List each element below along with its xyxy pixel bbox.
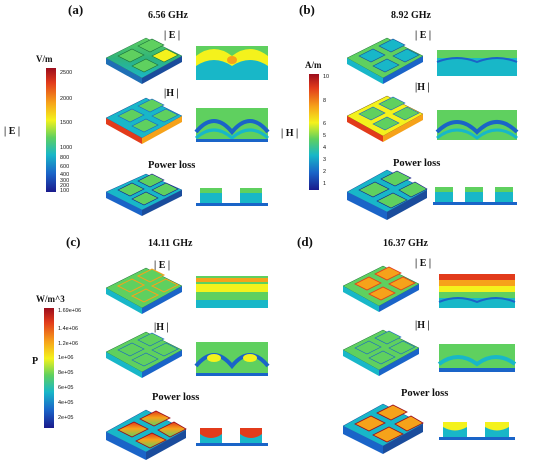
h-field-3d-structure: [105, 331, 183, 378]
e-field-cross-section: [438, 274, 516, 308]
legend-unit: A/m: [305, 60, 322, 70]
power-loss-cross-section: [196, 428, 268, 446]
tick: 6: [323, 121, 327, 127]
h-field-cross-section: [194, 108, 270, 142]
power-loss-cross-section: [196, 188, 268, 206]
power-loss-cross-section: [433, 187, 517, 205]
power-loss-3d-structure: [105, 409, 187, 460]
power-loss-3d-structure: [342, 403, 424, 454]
h-field-label: |H |: [415, 82, 430, 93]
panel-a: (a) 6.56 GHz | E | |H | Power loss V/m |…: [0, 0, 273, 234]
power-loss-label: Power loss: [152, 392, 200, 403]
e-field-label: | E |: [415, 30, 432, 41]
h-field-3d-structure: [346, 95, 424, 142]
colorbar: [46, 68, 56, 192]
h-field-label: |H |: [154, 322, 169, 333]
power-loss-3d-structure: [346, 169, 428, 220]
power-loss-label: Power loss: [401, 388, 449, 399]
h-field-cross-section: [194, 342, 270, 376]
tick: 8e+05: [58, 370, 74, 376]
legend-unit: V/m: [36, 54, 53, 64]
tick: 1e+06: [58, 355, 74, 361]
e-field-label: | E |: [154, 260, 171, 271]
panel-label: (c): [66, 234, 81, 249]
h-field-label: |H |: [415, 320, 430, 331]
colorbar: [44, 308, 54, 428]
e-field-3d-structure: [342, 265, 420, 312]
tick: 200: [60, 183, 70, 189]
tick: 4e+05: [58, 400, 74, 406]
legend-quantity: | E |: [4, 126, 21, 137]
e-field-label: | E |: [415, 258, 432, 269]
panel-c: (c) 14.11 GHz | E | |H | Power loss W/m^…: [0, 234, 273, 468]
panel-label: (b): [299, 2, 315, 17]
legend-quantity: P: [32, 356, 39, 367]
tick: 100: [60, 188, 70, 194]
frequency-label: 6.56 GHz: [148, 10, 188, 21]
tick: 600: [60, 164, 70, 170]
panel-label: (d): [297, 234, 313, 249]
panel-d: (d) 16.37 GHz | E | |H | Power loss: [273, 234, 546, 468]
tick: 400: [60, 172, 70, 178]
e-field-label: | E |: [164, 30, 181, 41]
tick: 8: [323, 98, 327, 104]
e-field-cross-section: [196, 46, 268, 80]
e-field-cross-section: [196, 276, 268, 308]
tick: 2e+05: [58, 415, 74, 421]
tick: 2: [323, 169, 327, 175]
legend-quantity: | H |: [281, 128, 299, 139]
tick: 6e+05: [58, 385, 74, 391]
tick: 1.2e+06: [58, 341, 79, 347]
h-field-3d-structure: [342, 329, 420, 376]
power-loss-label: Power loss: [148, 160, 196, 171]
tick: 3: [323, 157, 327, 163]
colorbar: [309, 74, 319, 190]
tick: 5: [323, 133, 327, 139]
h-field-cross-section: [435, 110, 519, 140]
power-loss-cross-section: [439, 422, 515, 440]
legend-unit: W/m^3: [36, 294, 65, 304]
tick: 2000: [60, 96, 73, 102]
power-loss-3d-structure: [105, 173, 183, 216]
tick: 300: [60, 178, 70, 184]
tick: 4: [323, 145, 327, 151]
tick: 1: [323, 181, 327, 187]
tick: 1.4e+06: [58, 326, 79, 332]
tick: 800: [60, 155, 70, 161]
frequency-label: 16.37 GHz: [383, 238, 428, 249]
h-field-label: |H |: [164, 88, 179, 99]
e-field-cross-section: [436, 50, 518, 76]
tick: 1000: [60, 145, 73, 151]
e-field-3d-structure: [105, 37, 183, 84]
tick: 1.69e+06: [58, 308, 82, 314]
power-loss-label: Power loss: [393, 158, 441, 169]
panel-label: (a): [68, 2, 84, 17]
frequency-label: 14.11 GHz: [148, 238, 193, 249]
panel-b: (b) 8.92 GHz | E | |H | Power loss A/m |…: [273, 0, 546, 234]
h-field-cross-section: [437, 344, 517, 372]
tick: 2500: [60, 70, 73, 76]
e-field-3d-structure: [105, 267, 183, 314]
e-field-3d-structure: [346, 37, 424, 84]
tick: 10: [323, 74, 330, 80]
frequency-label: 8.92 GHz: [391, 10, 431, 21]
h-field-3d-structure: [105, 97, 183, 144]
tick: 1500: [60, 120, 73, 126]
